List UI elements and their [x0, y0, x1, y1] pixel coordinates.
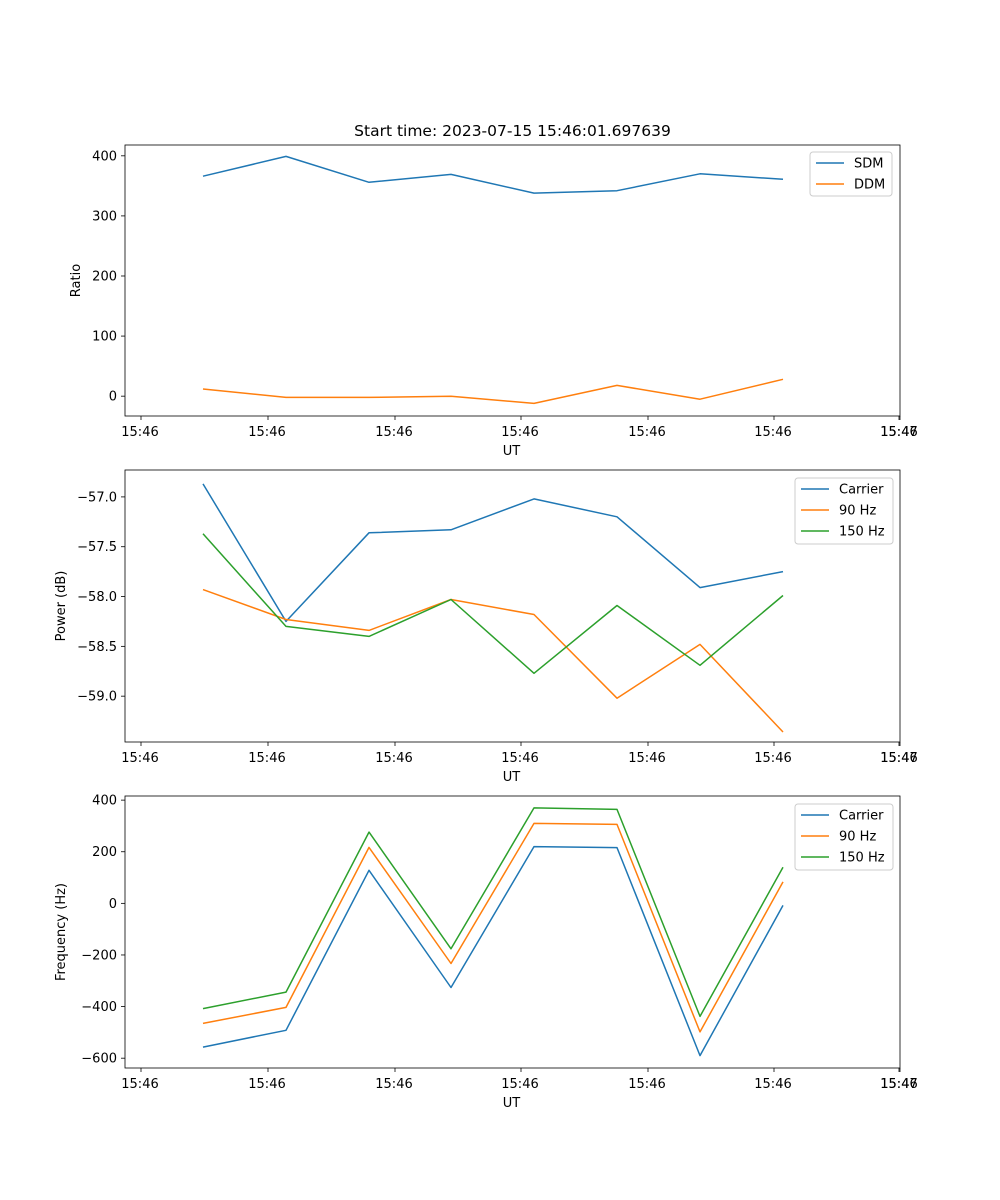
subplot-1: 15:46 15:46 15:46 15:46 15:46 15:46 15:4615:47…	[69, 122, 918, 459]
y-tick-label: 300	[92, 209, 117, 224]
legend-label: 150 Hz	[839, 851, 885, 866]
legend-label: 90 Hz	[839, 504, 876, 519]
x-tick-label: 15:46	[121, 751, 158, 766]
chart-title: Start time: 2023-07-15 15:46:01.697639	[354, 122, 671, 140]
series-line-90-hz	[202, 588, 784, 733]
x-tick-label: 15:47	[880, 425, 917, 440]
x-tick-label: 15:46	[375, 1077, 412, 1092]
y-axis-label: Ratio	[69, 264, 84, 297]
x-tick-label: 15:47	[880, 1077, 917, 1092]
y-tick-label: −400	[81, 1000, 117, 1015]
y-tick-label: 400	[92, 149, 117, 164]
series-line-150-hz	[202, 807, 784, 1018]
x-tick-label: 15:46	[628, 1077, 665, 1092]
x-tick-label: 15:46	[880, 751, 917, 766]
x-tick-label: 15:46	[501, 425, 538, 440]
y-tick-label: −200	[81, 948, 117, 963]
y-tick-label: 200	[92, 269, 117, 284]
x-axis-label: UT	[503, 1096, 521, 1111]
x-tick-label: 15:46	[501, 751, 538, 766]
legend-label: Carrier	[839, 483, 884, 498]
series-line-150-hz	[202, 533, 784, 675]
legend: Carrier 90 Hz 150 Hz	[794, 803, 894, 871]
y-tick-label: −57.5	[77, 540, 117, 555]
x-tick-label: 15:46	[248, 1077, 285, 1092]
legend-label: 150 Hz	[839, 525, 885, 540]
legend-box	[794, 803, 894, 871]
x-tick-label: 15:46	[628, 751, 665, 766]
x-tick-label: 15:46	[121, 425, 158, 440]
y-axis-label: Power (dB)	[54, 571, 69, 642]
y-tick-label: −58.0	[77, 590, 117, 605]
legend: Carrier 90 Hz 150 Hz	[794, 477, 894, 545]
subplot-2: 15:46 15:46 15:46 15:46 15:46 15:46 15:4615:47…	[54, 469, 918, 785]
x-tick-label: 15:46	[501, 1077, 538, 1092]
x-tick-label: 15:46	[248, 751, 285, 766]
y-tick-label: −59.0	[77, 690, 117, 705]
y-tick-label: −57.0	[77, 490, 117, 505]
x-tick-label: 15:46	[628, 425, 665, 440]
y-tick-label: −600	[81, 1052, 117, 1067]
series-line-sdm	[202, 155, 784, 194]
x-tick-label: 15:46	[754, 425, 791, 440]
legend-box	[794, 477, 894, 545]
x-tick-label: 15:46	[880, 425, 917, 440]
series-line-ddm	[202, 378, 784, 405]
x-tick-label: 15:46	[880, 1077, 917, 1092]
y-tick-label: 400	[92, 794, 117, 809]
y-tick-label: 200	[92, 845, 117, 860]
axes-frame	[124, 144, 901, 417]
y-axis-label: Frequency (Hz)	[54, 883, 69, 981]
axes-frame	[124, 795, 901, 1069]
x-tick-label: 15:47	[880, 751, 917, 766]
subplot-3: 15:46 15:46 15:46 15:46 15:46 15:46 15:4615:47…	[54, 794, 918, 1111]
x-tick-label: 15:46	[375, 751, 412, 766]
legend-label: Carrier	[839, 809, 884, 824]
x-tick-label: 15:46	[248, 425, 285, 440]
x-tick-label: 15:46	[375, 425, 412, 440]
x-tick-label: 15:46	[121, 1077, 158, 1092]
legend: SDM DDM	[809, 151, 893, 197]
x-axis-label: UT	[503, 770, 521, 785]
series-line-carrier	[202, 845, 784, 1057]
series-line-carrier	[202, 483, 784, 623]
legend-label: DDM	[854, 178, 885, 193]
axes-frame	[124, 469, 901, 743]
x-axis-label: UT	[503, 444, 521, 459]
series-line-90-hz	[202, 822, 784, 1033]
y-tick-label: 0	[109, 390, 117, 405]
y-tick-label: 0	[109, 897, 117, 912]
legend-label: 90 Hz	[839, 830, 876, 845]
y-tick-label: −58.5	[77, 640, 117, 655]
legend-label: SDM	[854, 157, 883, 172]
x-tick-label: 15:46	[754, 1077, 791, 1092]
y-tick-label: 100	[92, 330, 117, 345]
x-tick-label: 15:46	[754, 751, 791, 766]
